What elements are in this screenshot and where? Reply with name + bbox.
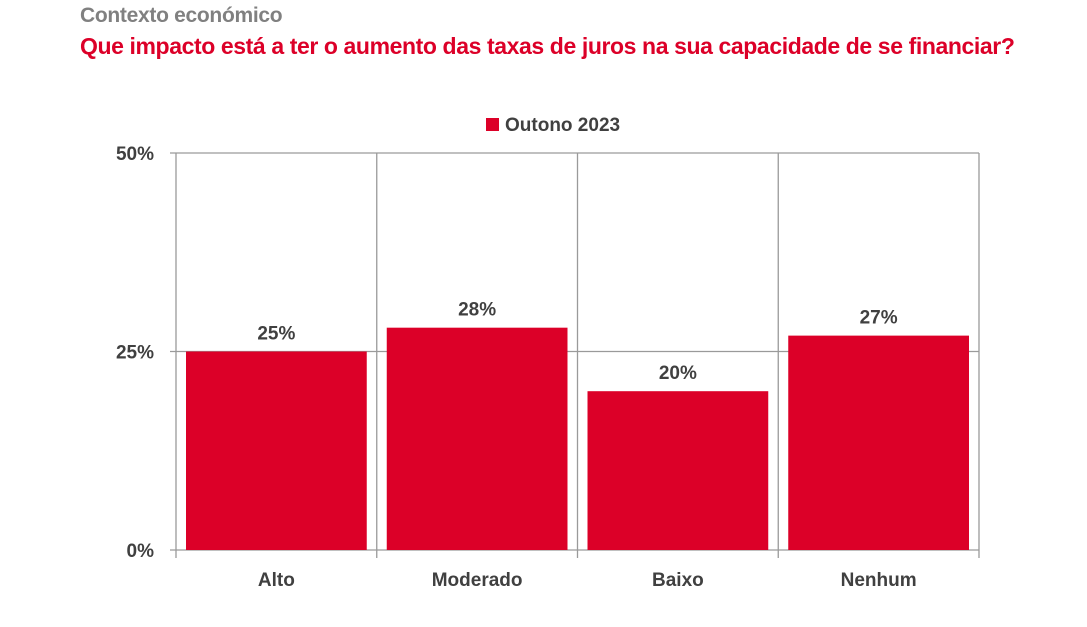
x-tick-label: Alto	[258, 570, 295, 591]
legend-swatch	[486, 118, 499, 131]
y-tick-label: 0%	[127, 541, 155, 562]
data-label: 27%	[860, 308, 898, 329]
bar-nenhum	[788, 335, 969, 550]
bar-moderado	[386, 327, 568, 550]
bar-alto	[186, 351, 367, 550]
x-tick-label: Nenhum	[841, 570, 917, 591]
bar-baixo	[587, 391, 769, 550]
x-tick-label: Baixo	[652, 570, 704, 591]
x-tick-label: Moderado	[432, 570, 523, 591]
data-label: 25%	[257, 324, 295, 345]
data-label: 20%	[659, 363, 697, 384]
data-label: 28%	[458, 300, 496, 321]
y-tick-label: 50%	[116, 144, 154, 165]
y-tick-label: 25%	[116, 343, 154, 364]
chart-title: Que impacto está a ter o aumento das tax…	[80, 33, 1015, 59]
legend-label: Outono 2023	[505, 115, 620, 136]
chart-kicker: Contexto económico	[80, 4, 283, 27]
